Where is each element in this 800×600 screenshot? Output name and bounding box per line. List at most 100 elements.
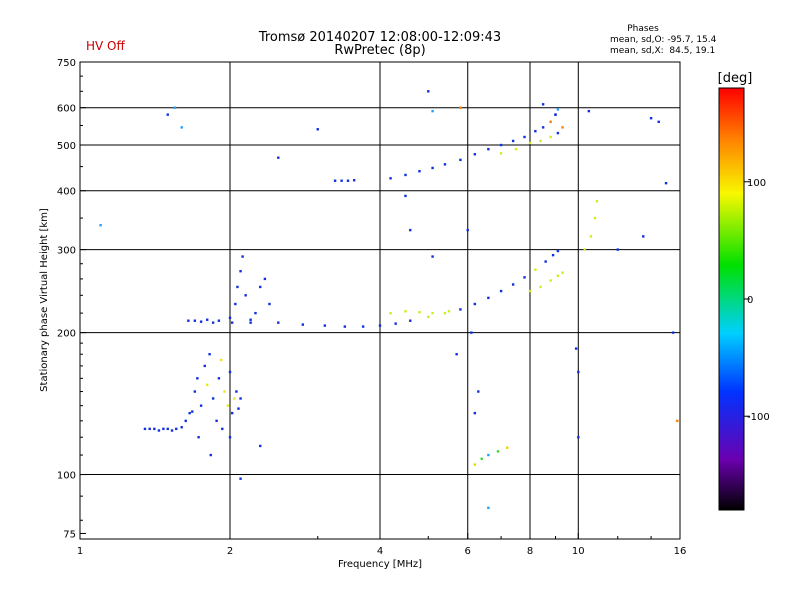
colorbar-tick-label: 0 bbox=[747, 295, 753, 306]
data-point bbox=[427, 90, 430, 93]
data-point bbox=[346, 179, 350, 182]
data-point bbox=[404, 173, 407, 177]
data-point bbox=[505, 446, 509, 449]
data-point bbox=[499, 152, 503, 155]
data-point bbox=[228, 370, 232, 374]
data-point bbox=[205, 318, 209, 321]
colorbar-label: [deg] bbox=[718, 71, 753, 86]
data-point bbox=[487, 453, 490, 457]
phases-line-o: mean, sd,O: -95.7, 15.4 bbox=[610, 35, 717, 45]
data-point bbox=[409, 228, 412, 232]
data-point bbox=[153, 427, 156, 431]
data-point bbox=[443, 311, 447, 315]
data-point bbox=[534, 268, 537, 271]
data-point bbox=[642, 235, 645, 238]
data-point bbox=[259, 285, 262, 289]
data-point bbox=[217, 319, 221, 322]
data-point bbox=[180, 126, 183, 129]
data-point bbox=[418, 169, 421, 173]
data-point bbox=[188, 411, 191, 415]
data-point bbox=[589, 235, 593, 238]
data-point bbox=[473, 302, 477, 306]
data-point bbox=[241, 255, 244, 258]
data-point bbox=[487, 506, 490, 510]
data-point bbox=[239, 397, 242, 400]
data-point bbox=[431, 255, 434, 258]
x-tick-label: 1 bbox=[77, 546, 83, 557]
y-tick-label: 400 bbox=[57, 187, 76, 198]
data-point bbox=[556, 108, 560, 111]
data-point bbox=[409, 319, 412, 322]
data-point bbox=[480, 457, 483, 461]
data-point bbox=[193, 390, 197, 393]
data-point bbox=[235, 390, 238, 393]
data-point bbox=[228, 316, 232, 320]
data-point bbox=[219, 358, 223, 362]
data-point bbox=[239, 477, 242, 480]
data-point bbox=[404, 310, 407, 313]
data-point bbox=[556, 274, 560, 277]
x-tick-label: 10 bbox=[572, 546, 585, 557]
colorbar-tick-label: -100 bbox=[747, 412, 770, 423]
data-point bbox=[199, 320, 203, 323]
data-point bbox=[221, 427, 224, 431]
data-point bbox=[233, 397, 236, 400]
data-point bbox=[528, 141, 532, 145]
data-point bbox=[244, 294, 247, 297]
data-point bbox=[549, 120, 552, 124]
data-point bbox=[389, 311, 392, 315]
data-point bbox=[577, 370, 580, 374]
data-point bbox=[211, 321, 215, 324]
data-point bbox=[593, 216, 597, 220]
data-point bbox=[209, 453, 212, 457]
data-points bbox=[99, 90, 679, 510]
data-point bbox=[549, 135, 552, 139]
data-point bbox=[459, 308, 462, 311]
data-point bbox=[162, 427, 165, 431]
data-point bbox=[215, 419, 218, 423]
data-point bbox=[657, 120, 660, 124]
hv-status-text: HV Off bbox=[86, 39, 125, 53]
data-point bbox=[528, 289, 532, 293]
data-point bbox=[664, 181, 668, 185]
data-point bbox=[541, 126, 545, 129]
data-point bbox=[217, 377, 221, 380]
data-point bbox=[473, 463, 477, 466]
data-point bbox=[499, 143, 503, 147]
data-point bbox=[173, 106, 177, 109]
data-point bbox=[676, 419, 679, 423]
data-point bbox=[496, 450, 500, 453]
data-point bbox=[333, 179, 337, 182]
data-point bbox=[228, 436, 232, 439]
data-point bbox=[544, 260, 547, 263]
x-tick-label: 8 bbox=[527, 546, 533, 557]
data-point bbox=[447, 310, 451, 313]
axis-ticks: 1 2 4 6 8 10 16 75 100 200 300 400 500 600 750 bbox=[57, 58, 686, 557]
data-point bbox=[574, 347, 578, 350]
data-point bbox=[184, 419, 187, 423]
data-point bbox=[427, 315, 430, 319]
data-point bbox=[455, 353, 458, 356]
data-point bbox=[549, 279, 552, 282]
data-point bbox=[197, 436, 200, 439]
data-point bbox=[263, 277, 267, 281]
data-point bbox=[239, 269, 242, 273]
data-point bbox=[470, 331, 473, 334]
data-point bbox=[554, 113, 557, 116]
data-point bbox=[487, 147, 490, 151]
phases-line-x: mean, sd,X: 84.5, 19.1 bbox=[610, 46, 715, 56]
y-tick-label: 100 bbox=[57, 471, 76, 482]
colorbar-ticks: 100 0 -100 bbox=[744, 178, 770, 423]
data-point bbox=[237, 407, 240, 410]
data-point bbox=[361, 325, 365, 328]
data-point bbox=[99, 223, 102, 227]
data-point bbox=[551, 253, 555, 257]
data-point bbox=[466, 228, 469, 232]
data-point bbox=[208, 353, 211, 356]
x-tick-label: 4 bbox=[377, 546, 383, 557]
data-point bbox=[157, 429, 161, 432]
data-point bbox=[259, 444, 262, 448]
x-axis-label: Frequency [MHz] bbox=[338, 559, 422, 570]
data-point bbox=[249, 321, 252, 324]
